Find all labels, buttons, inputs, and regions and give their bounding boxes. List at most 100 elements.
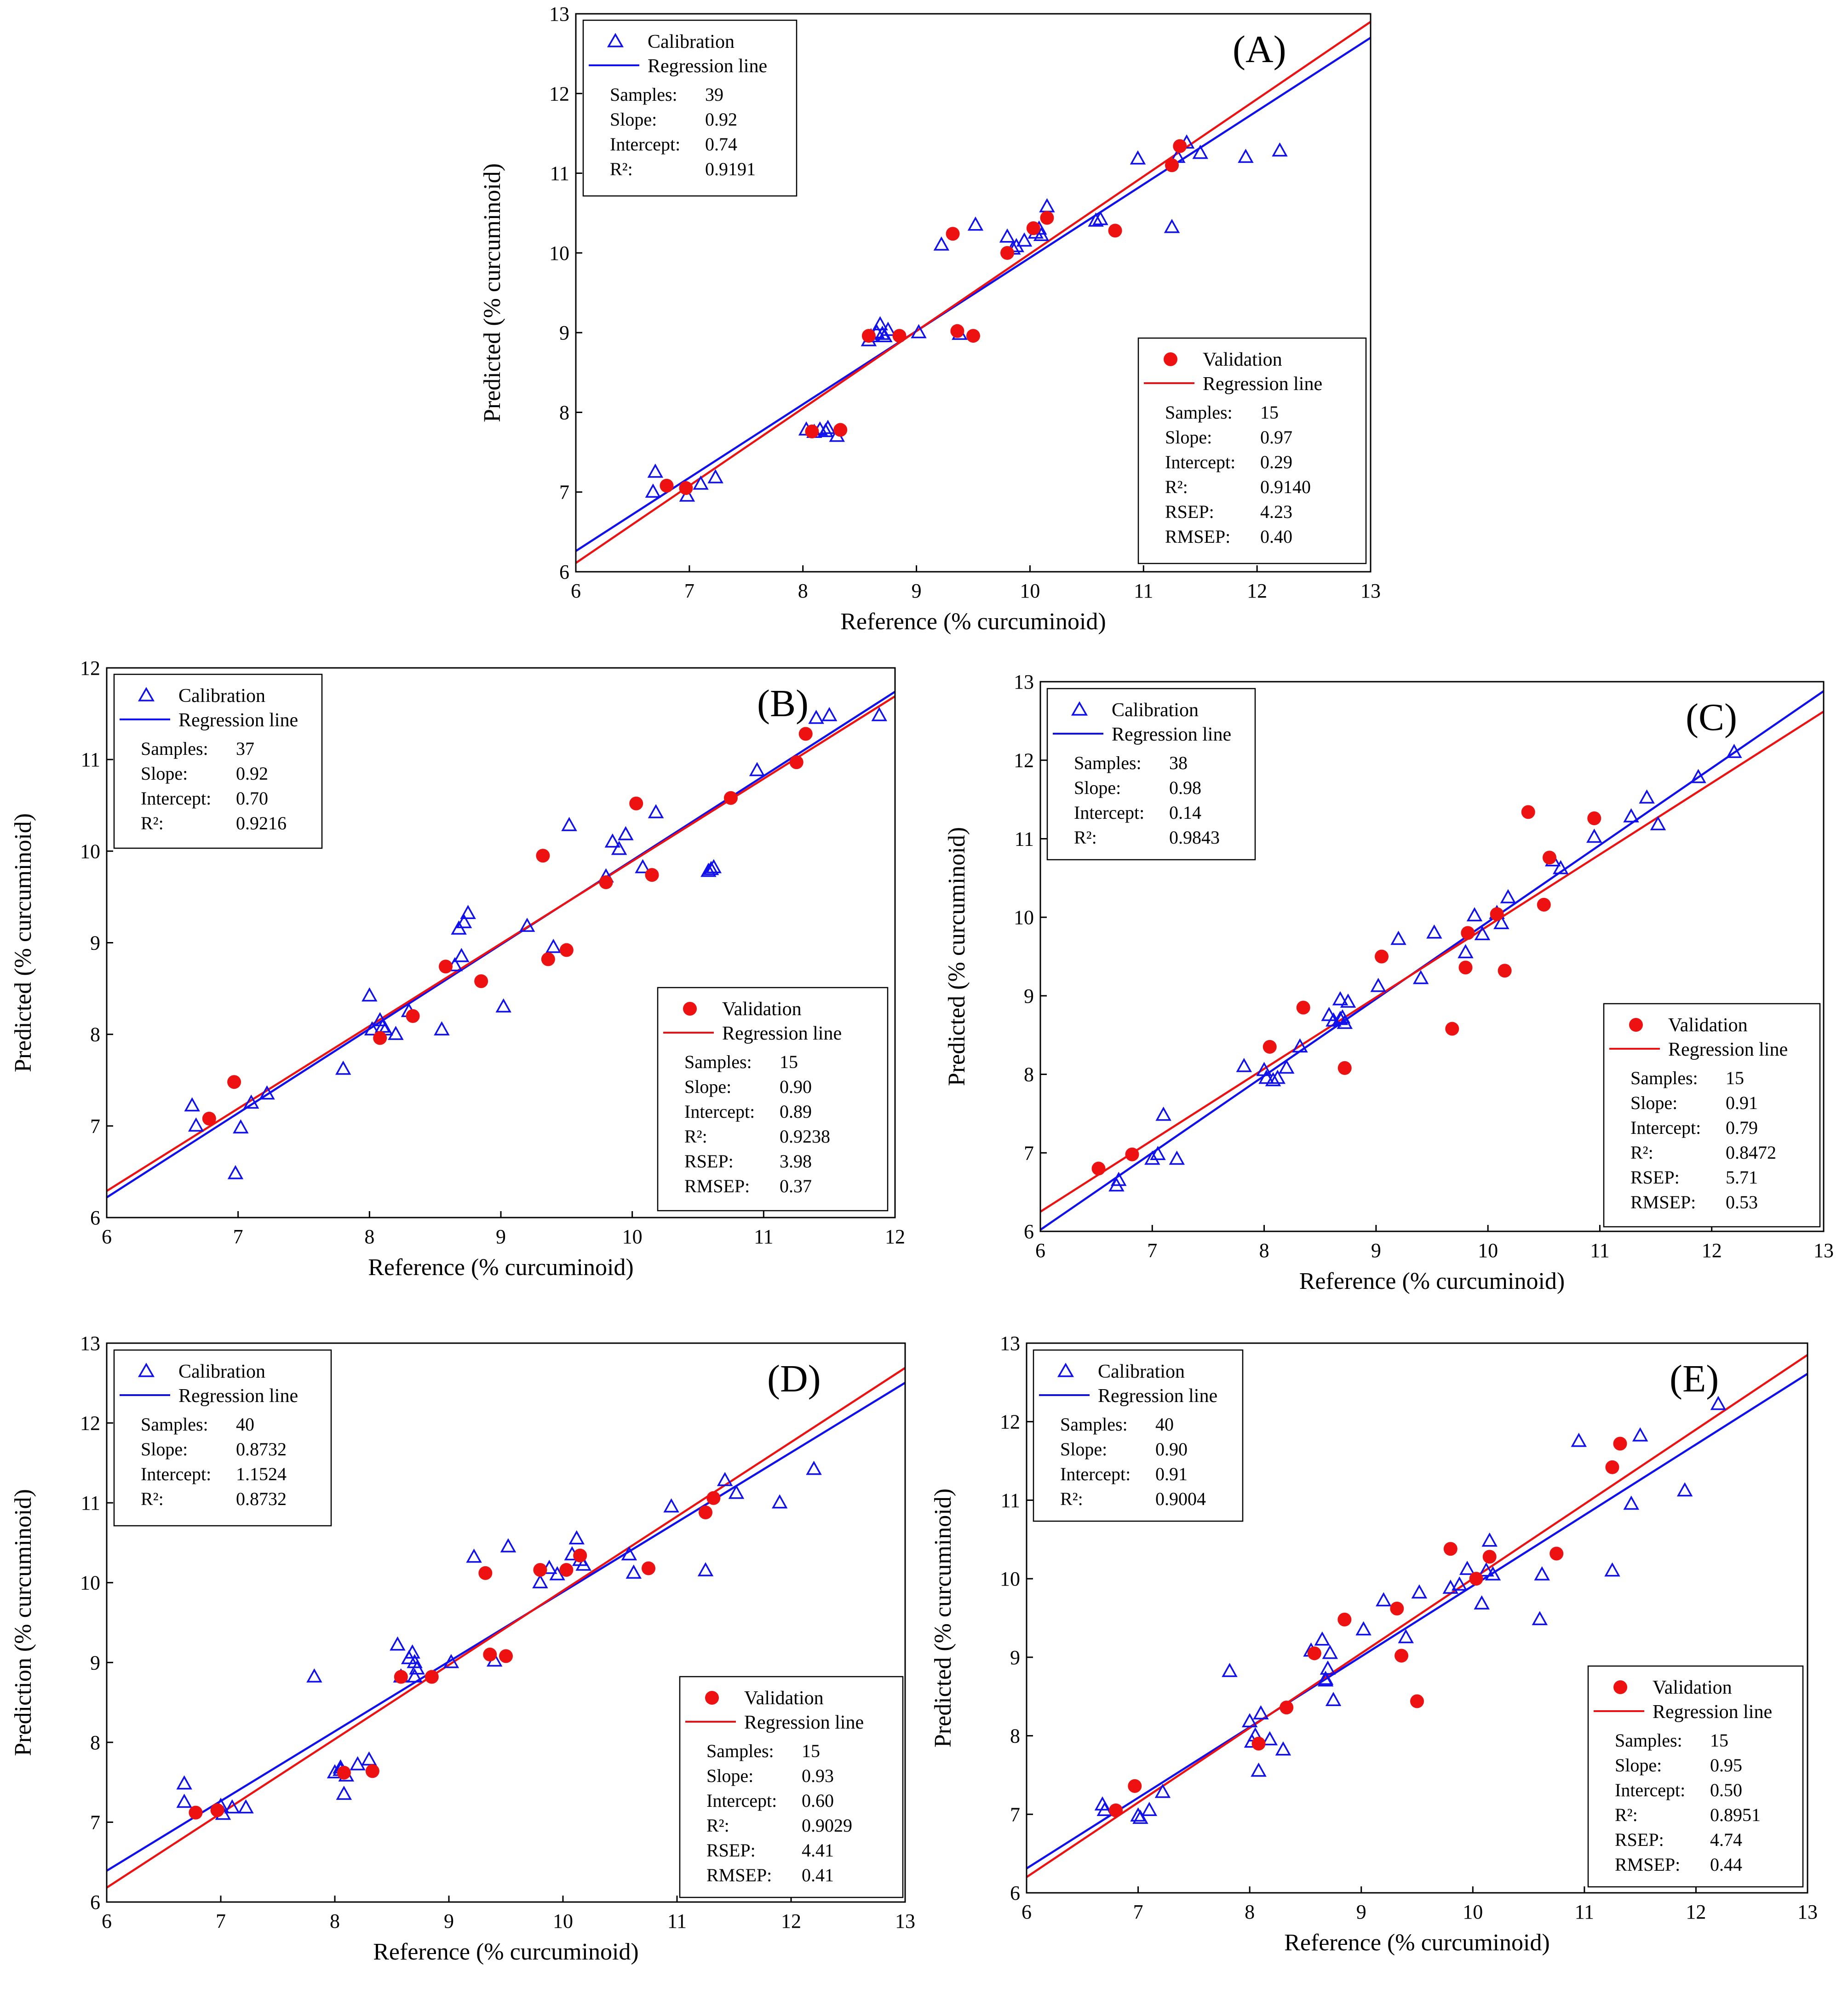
panel-d-validation-point xyxy=(337,1765,351,1780)
panel-d-validation-legend: Validation Regression line Samples: 15 Slo… xyxy=(679,1676,904,1898)
panel-a-calibration-point xyxy=(1039,198,1055,213)
panel-a-calibration-point xyxy=(1238,149,1254,163)
panel-b-y-axis-title: Predicted (% curcuminoid) xyxy=(10,813,36,1072)
panel-c-calibration-point xyxy=(1690,769,1706,783)
panel-d-calibration-stat-label: Samples: xyxy=(141,1414,208,1435)
panel-a-calibration-stat-value: 0.9191 xyxy=(705,159,756,179)
panel-a-calibration-point xyxy=(967,216,984,231)
panel-b-label: (B) xyxy=(757,682,809,725)
panel-a-validation-stat-label: R²: xyxy=(1165,477,1188,497)
panel-c-validation-point xyxy=(1296,1000,1310,1015)
panel-d: 6 7 8 9 10 11 12 13 6 7 8 9 10 11 12 13 (D) Reference (… xyxy=(10,1332,915,1965)
calibration-triangle-icon xyxy=(138,687,155,701)
panel-d-calibration-point xyxy=(549,1566,565,1580)
panel-a-y-tick-label: 6 xyxy=(559,561,569,583)
panel-c-calibration-point xyxy=(1144,1150,1160,1165)
panel-b-calibration-point xyxy=(259,1085,275,1100)
panel-d-validation-point xyxy=(499,1649,513,1663)
panel-d-calibration-point xyxy=(771,1494,788,1509)
panel-a-y-tick-label: 12 xyxy=(549,82,569,105)
panel-b-y-tick-label: 10 xyxy=(80,840,100,862)
panel-d-x-tick-label: 8 xyxy=(330,1910,340,1932)
panel-a-calibration-point xyxy=(707,469,723,483)
panel-a-x-tick-label: 7 xyxy=(684,580,694,602)
panel-d-calibration-stat-value: 40 xyxy=(236,1414,254,1435)
panel-e-x-tick-label: 9 xyxy=(1356,1901,1366,1923)
panel-c-calibration-point xyxy=(1265,1072,1281,1086)
panel-e-calibration-point xyxy=(1571,1432,1587,1447)
panel-c-calibration-point xyxy=(1292,1038,1308,1053)
panel-d-calibration-point xyxy=(407,1654,423,1668)
panel-e-validation-point xyxy=(1251,1736,1266,1751)
panel-a-validation-point xyxy=(950,324,964,338)
panel-d-y-tick-label: 8 xyxy=(90,1731,100,1754)
panel-a-calibration-legend-label: Calibration xyxy=(648,31,735,52)
panel-e-calibration-stat-label: Intercept: xyxy=(1060,1464,1131,1484)
panel-c-validation-point xyxy=(1125,1147,1139,1161)
panel-c-calibration-point xyxy=(1332,991,1349,1006)
panel-d-validation-stat-label: R²: xyxy=(706,1815,729,1836)
panel-b-x-tick-label: 7 xyxy=(233,1225,243,1248)
panel-c-validation-stat-label: Slope: xyxy=(1630,1092,1677,1113)
panel-b-validation-stat-value: 0.89 xyxy=(780,1101,812,1122)
panel-d-validation-point xyxy=(189,1805,203,1820)
panel-c-x-tick-label: 8 xyxy=(1259,1239,1269,1262)
panel-e-validation-point xyxy=(1550,1546,1564,1561)
panel-e-calibration-point xyxy=(1676,1482,1693,1497)
panel-a-validation-legend: Validation Regression line Samples: 15 Slo… xyxy=(1137,337,1367,564)
panel-a-calibration-point xyxy=(1088,212,1104,227)
panel-b-validation-point xyxy=(599,875,613,890)
panel-a-calibration-stat-label: Slope: xyxy=(610,109,657,130)
panel-d-validation-point xyxy=(573,1548,587,1563)
panel-c-calibration-stat-value: 0.98 xyxy=(1169,777,1201,798)
panel-e-y-tick-label: 9 xyxy=(1010,1646,1020,1669)
panel-c-validation-stat-value: 15 xyxy=(1726,1068,1744,1088)
panel-a-calibration-point xyxy=(820,420,836,434)
panel-b-x-tick-label: 11 xyxy=(754,1225,773,1248)
panel-c-x-tick-label: 13 xyxy=(1814,1239,1834,1262)
panel-b-calibration-point xyxy=(184,1097,200,1112)
panel-e-calibration-point xyxy=(1317,1672,1334,1687)
panel-a-plot-frame xyxy=(575,13,1372,573)
panel-e-calibration-point xyxy=(1478,1562,1494,1577)
panel-b-validation-point xyxy=(406,1009,420,1023)
panel-e-calibration-point xyxy=(1253,1705,1269,1720)
panel-e-validation-point xyxy=(1128,1779,1142,1793)
panel-a-calibration-point xyxy=(872,316,888,331)
panel-e-validation-point xyxy=(1390,1602,1404,1616)
panel-e-x-tick-label: 6 xyxy=(1022,1901,1032,1923)
panel-a-calibration-stat-value: 0.92 xyxy=(705,109,737,130)
panel-b-calibration-stat-label: Intercept: xyxy=(141,788,211,809)
panel-e-validation-point xyxy=(1337,1612,1352,1626)
panel-a-validation-stat-value: 0.40 xyxy=(1260,526,1292,547)
panel-a-x-tick-label: 11 xyxy=(1134,580,1153,602)
panel-c-validation-point xyxy=(1461,926,1475,940)
panel-c-x-tick-label: 6 xyxy=(1035,1239,1045,1262)
panel-e-calibration-point xyxy=(1275,1741,1291,1756)
panel-a-x-tick-label: 9 xyxy=(912,580,922,602)
panel-d-validation-stat-value: 15 xyxy=(802,1741,820,1761)
panel-c-calibration-point xyxy=(1321,1006,1337,1021)
validation-dot-icon xyxy=(705,1691,719,1705)
panel-a-validation-point xyxy=(660,478,674,493)
panel-e-validation-point xyxy=(1482,1550,1497,1564)
panel-b-validation-point xyxy=(789,755,803,770)
panel-c-validation-legend: Validation Regression line Samples: 15 Slo… xyxy=(1603,1003,1821,1228)
panel-e-x-tick-label: 12 xyxy=(1686,1901,1706,1923)
panel-d-calibration-point xyxy=(306,1668,322,1683)
panel-d-calibration-legend: Calibration Regression line Samples: 40 Sl… xyxy=(113,1349,332,1527)
panel-a-validation-point xyxy=(805,425,819,439)
panel-a-validation-stat-value: 0.9140 xyxy=(1260,477,1311,497)
panel-b-calibration-stat-value: 0.92 xyxy=(236,763,268,784)
panel-d-validation-regression-line xyxy=(106,1367,906,1889)
panel-d-calibration-point xyxy=(361,1751,377,1766)
panel-b-calibration-point xyxy=(703,861,719,875)
panel-b-calibration-point xyxy=(188,1117,204,1132)
panel-a-calibration-point xyxy=(911,324,927,339)
panel-c-calibration-stat-value: 38 xyxy=(1169,753,1188,773)
panel-d-calibration-point xyxy=(621,1546,637,1561)
panel-c-validation-stat-label: Intercept: xyxy=(1630,1117,1701,1138)
panel-d-calibration-point xyxy=(224,1799,241,1814)
panel-a-x-axis-title: Reference (% curcuminoid) xyxy=(840,609,1106,635)
panel-b-calibration-point xyxy=(821,707,838,721)
